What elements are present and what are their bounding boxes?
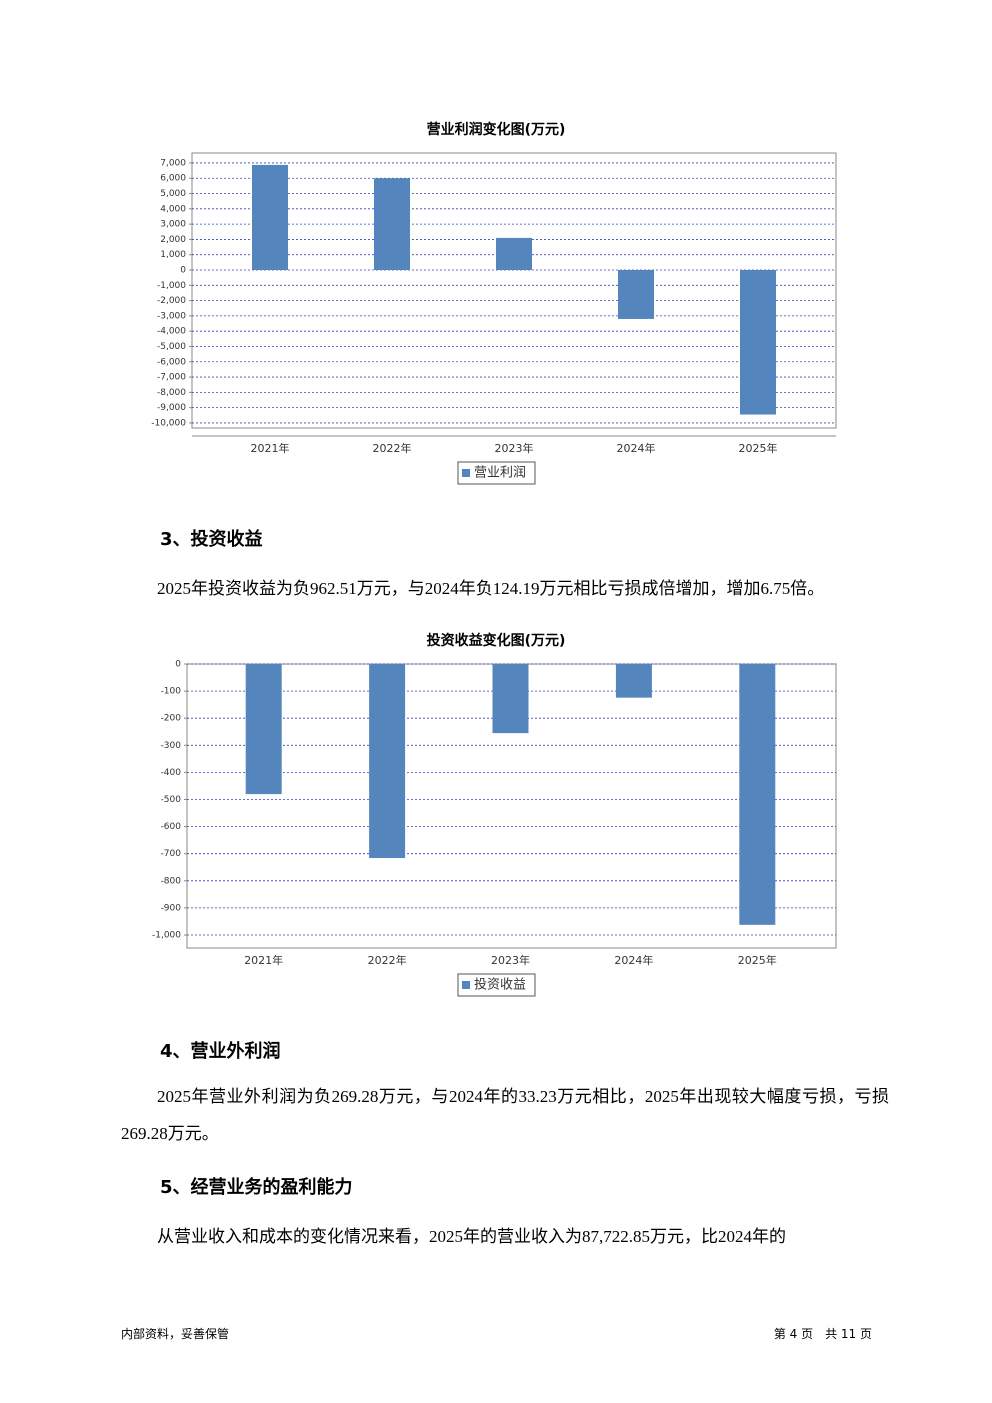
chart-title: 投资收益变化图(万元) xyxy=(427,632,566,649)
y-tick-label: 3,000 xyxy=(160,220,186,230)
bar xyxy=(496,237,532,271)
x-tick-label: 2023年 xyxy=(491,953,530,967)
y-tick-label: 5,000 xyxy=(160,189,186,199)
y-tick-label: -700 xyxy=(161,849,182,859)
bar xyxy=(615,664,652,698)
legend-label: 投资收益 xyxy=(474,977,526,993)
y-tick-label: -10,000 xyxy=(151,418,186,428)
y-tick-label: 1,000 xyxy=(160,250,186,260)
legend-label: 营业利润 xyxy=(474,466,526,481)
paragraph: 2025年营业外利润为负269.28万元，与2024年的33.23万元相比，20… xyxy=(121,1087,889,1143)
y-tick-label: -900 xyxy=(161,903,182,913)
chart: 营业利润变化图(万元) 7,000 6,000 5,000 4,000 3,000 2,00… xyxy=(151,121,837,485)
y-tick-label: -4,000 xyxy=(157,327,186,337)
footer-left: 内部资料，妥善保管 xyxy=(121,1327,230,1341)
bar xyxy=(369,664,406,859)
chart: 投资收益变化图(万元) 0 -100 -200 -300 -400 -500 -600 -700… xyxy=(152,632,837,997)
y-tick-label: -300 xyxy=(161,741,182,751)
bar xyxy=(739,664,776,925)
y-tick-label: 0 xyxy=(180,266,186,276)
bar xyxy=(374,178,410,271)
y-tick-label: -500 xyxy=(161,795,182,805)
legend-box xyxy=(457,461,536,485)
y-tick-label: 4,000 xyxy=(160,204,186,214)
legend-box xyxy=(457,973,536,997)
y-tick-label: -1,000 xyxy=(152,930,181,940)
y-tick-label: -3,000 xyxy=(157,311,186,321)
y-tick-label: 2,000 xyxy=(160,235,186,245)
x-tick-label: 2022年 xyxy=(373,441,412,455)
legend-swatch xyxy=(462,981,470,989)
y-tick-label: -2,000 xyxy=(157,296,186,306)
y-tick-label: -7,000 xyxy=(157,373,186,383)
chart-title: 营业利润变化图(万元) xyxy=(427,121,566,138)
paragraph: 从营业收入和成本的变化情况来看，2025年的营业收入为87,722.85万元，比… xyxy=(157,1227,786,1246)
y-tick-label: 7,000 xyxy=(160,158,186,168)
y-tick-label: -1,000 xyxy=(157,281,186,291)
x-tick-label: 2022年 xyxy=(368,953,407,967)
y-tick-label: 6,000 xyxy=(160,174,186,184)
section-heading: 3、投资收益 xyxy=(160,529,263,550)
y-tick-label: -8,000 xyxy=(157,388,186,398)
bar xyxy=(245,664,282,795)
x-tick-label: 2025年 xyxy=(739,441,778,455)
bar xyxy=(740,270,776,415)
y-tick-label: -800 xyxy=(161,876,182,886)
y-tick-label: -600 xyxy=(161,822,182,832)
x-tick-label: 2024年 xyxy=(617,441,656,455)
plot-frame xyxy=(191,152,837,429)
y-tick-label: -9,000 xyxy=(157,403,186,413)
x-tick-label: 2024年 xyxy=(614,953,653,967)
section-heading: 4、营业外利润 xyxy=(160,1041,281,1062)
bar xyxy=(492,664,529,734)
x-tick-label: 2021年 xyxy=(244,953,283,967)
bar xyxy=(618,270,654,319)
legend-swatch xyxy=(462,469,470,477)
x-tick-label: 2023年 xyxy=(495,441,534,455)
paragraph: 2025年投资收益为负962.51万元，与2024年负124.19万元相比亏损成… xyxy=(157,579,825,598)
x-tick-label: 2021年 xyxy=(251,441,290,455)
footer-right: 第 4 页 共 11 页 xyxy=(773,1327,872,1341)
x-tick-label: 2025年 xyxy=(738,953,777,967)
bar xyxy=(252,164,288,271)
y-tick-label: -100 xyxy=(161,687,182,697)
y-tick-label: 0 xyxy=(175,660,181,670)
y-tick-label: -400 xyxy=(161,768,182,778)
y-tick-label: -200 xyxy=(161,714,182,724)
y-tick-label: -6,000 xyxy=(157,357,186,367)
section-heading: 5、经营业务的盈利能力 xyxy=(160,1177,353,1198)
y-tick-label: -5,000 xyxy=(157,342,186,352)
